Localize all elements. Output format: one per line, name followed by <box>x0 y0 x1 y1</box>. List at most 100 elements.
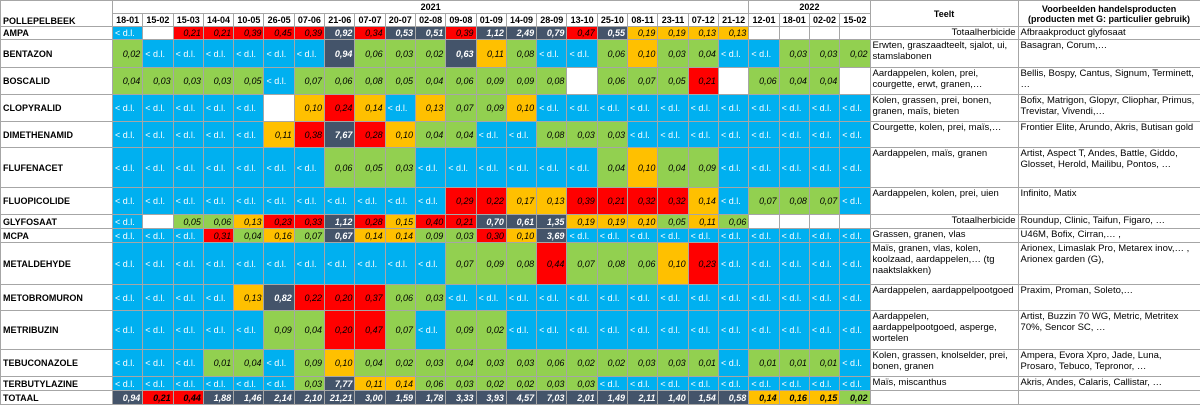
value-cell: < d.l. <box>142 310 174 350</box>
value-cell: 0,01 <box>687 349 719 377</box>
value-cell: 0,55 <box>596 26 629 40</box>
date-header: 12-01 <box>748 13 780 27</box>
value-cell: < d.l. <box>142 228 174 243</box>
value-cell: 0,19 <box>627 26 659 40</box>
value-cell: < d.l. <box>172 94 204 122</box>
value-cell: 0,10 <box>627 147 659 188</box>
value-cell: 0,44 <box>172 390 204 405</box>
value-cell: < d.l. <box>748 147 780 188</box>
date-header: 14-09 <box>505 13 538 27</box>
value-cell: 0,21 <box>687 67 719 95</box>
value-cell: 0,04 <box>778 67 810 95</box>
value-cell: < d.l. <box>596 310 629 350</box>
value-cell: < d.l. <box>111 26 144 40</box>
value-cell: < d.l. <box>596 376 629 391</box>
data-row: GLYFOSAAT < d.l. 0,05 0,06 0,13 0,23 0,33 1,12 0… <box>0 214 1200 229</box>
value-cell: 0,06 <box>202 214 235 229</box>
value-cell: < d.l. <box>627 310 659 350</box>
value-cell: < d.l. <box>839 187 871 215</box>
value-cell: < d.l. <box>808 94 841 122</box>
value-cell: 0,01 <box>748 349 780 377</box>
value-cell: 0,07 <box>445 94 477 122</box>
value-cell: 0,08 <box>778 187 810 215</box>
value-cell: 21,21 <box>324 390 356 405</box>
value-cell: 0,15 <box>808 390 841 405</box>
column-header: POLLEPELBEEK <box>0 0 113 27</box>
value-cell: < d.l. <box>748 376 780 391</box>
row-name: METALDEHYDE <box>0 242 113 285</box>
date-header: 20-07 <box>384 13 416 27</box>
value-cell: 0,05 <box>657 67 689 95</box>
value-cell: 0,03 <box>414 349 447 377</box>
value-cell: 0,11 <box>263 121 295 148</box>
value-cell: < d.l. <box>202 39 235 68</box>
value-cell: 1,59 <box>384 390 416 405</box>
value-cell: < d.l. <box>687 121 719 148</box>
value-cell: < d.l. <box>354 187 386 215</box>
value-cell: < d.l. <box>808 121 841 148</box>
value-cell: < d.l. <box>142 242 174 285</box>
value-cell: 0,07 <box>445 242 477 285</box>
value-cell: 0,39 <box>233 26 265 40</box>
value-cell: 0,20 <box>324 284 356 311</box>
value-cell: 0,05 <box>354 147 386 188</box>
value-cell: 0,08 <box>536 121 568 148</box>
value-cell: 0,04 <box>445 349 477 377</box>
value-cell: 0,03 <box>627 349 659 377</box>
value-cell: 2,11 <box>627 390 659 405</box>
data-row: DIMETHENAMID < d.l. < d.l. < d.l. < d.l. < d.… <box>0 121 1200 148</box>
value-cell: < d.l. <box>233 187 265 215</box>
value-cell: 0,11 <box>354 376 386 391</box>
value-cell: < d.l. <box>414 147 447 188</box>
value-cell: 0,39 <box>293 26 326 40</box>
value-cell: < d.l. <box>142 147 174 188</box>
value-cell: 0,16 <box>778 390 810 405</box>
value-cell: 0,02 <box>596 349 629 377</box>
value-cell: < d.l. <box>536 39 568 68</box>
value-cell: 0,03 <box>657 39 689 68</box>
value-cell: < d.l. <box>536 284 568 311</box>
value-cell: 0,31 <box>202 228 235 243</box>
products-cell: Roundup, Clinic, Taifun, Figaro, … <box>1017 214 1200 229</box>
value-cell: 4,57 <box>505 390 538 405</box>
empty-cell <box>566 67 598 95</box>
value-cell: 0,37 <box>354 284 386 311</box>
value-cell: 0,47 <box>566 26 598 40</box>
value-cell: 0,05 <box>172 214 204 229</box>
value-cell: 0,38 <box>293 121 326 148</box>
date-header: 09-08 <box>445 13 477 27</box>
value-cell: < d.l. <box>172 147 204 188</box>
value-cell: 0,10 <box>657 242 689 285</box>
value-cell: < d.l. <box>687 94 719 122</box>
value-cell: 0,09 <box>293 349 326 377</box>
products-cell: Bellis, Bospy, Cantus, Signum, Terminett… <box>1017 67 1200 95</box>
value-cell: 0,03 <box>172 67 204 95</box>
row-name: MCPA <box>0 228 113 243</box>
value-cell: < d.l. <box>839 242 871 285</box>
value-cell: 0,03 <box>445 228 477 243</box>
value-cell: 0,13 <box>717 26 750 40</box>
value-cell: 0,03 <box>778 39 810 68</box>
value-cell: 0,92 <box>324 26 356 40</box>
date-header: 10-05 <box>233 13 265 27</box>
value-cell: 0,67 <box>324 228 356 243</box>
value-cell: 0,03 <box>445 376 477 391</box>
data-row: MCPA < d.l. < d.l. < d.l. 0,31 0,04 0,16 0,07 0,… <box>0 228 1200 243</box>
value-cell: < d.l. <box>717 228 750 243</box>
value-cell: 0,05 <box>384 67 416 95</box>
date-header: 15-02 <box>142 13 174 27</box>
value-cell: 0,04 <box>111 67 144 95</box>
value-cell: 0,07 <box>748 187 780 215</box>
value-cell: 0,10 <box>505 94 538 122</box>
value-cell: < d.l. <box>142 284 174 311</box>
value-cell: 2,14 <box>263 390 295 405</box>
value-cell: < d.l. <box>839 310 871 350</box>
value-cell: < d.l. <box>839 376 871 391</box>
value-cell: < d.l. <box>263 349 295 377</box>
teelt-cell: Aardappelen, kolen, prei, uien <box>869 187 1019 215</box>
value-cell: 0,34 <box>354 26 386 40</box>
value-cell: < d.l. <box>536 94 568 122</box>
empty-cell <box>778 26 810 40</box>
value-cell: < d.l. <box>778 242 810 285</box>
